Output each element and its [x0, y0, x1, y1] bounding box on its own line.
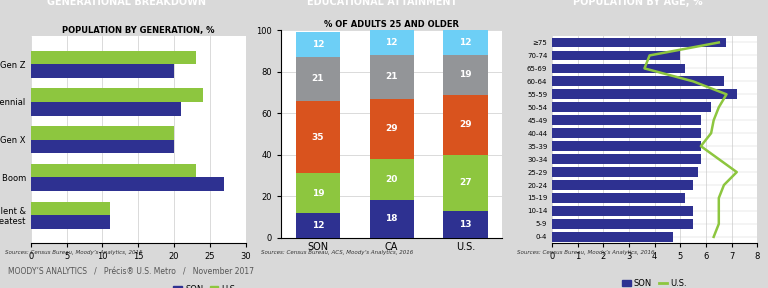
Bar — [552, 38, 727, 47]
Bar — [552, 103, 711, 112]
Bar — [31, 88, 203, 102]
Text: 29: 29 — [386, 124, 398, 133]
Text: POPULATION BY AGE, %: POPULATION BY AGE, % — [574, 0, 703, 7]
Bar — [369, 159, 414, 200]
Bar — [552, 219, 694, 229]
Text: 21: 21 — [312, 75, 324, 84]
Text: 27: 27 — [459, 178, 472, 187]
Text: 12: 12 — [312, 40, 324, 49]
Text: 35: 35 — [312, 132, 324, 141]
Bar — [31, 102, 181, 115]
Bar — [552, 193, 686, 203]
Bar — [552, 141, 701, 151]
Bar — [296, 57, 340, 101]
Text: Sources: Census Bureau, Moody’s Analytics, 2016: Sources: Census Bureau, Moody’s Analytic… — [517, 250, 654, 255]
Bar — [31, 140, 174, 153]
Bar — [552, 115, 701, 125]
Text: 29: 29 — [459, 120, 472, 129]
Bar — [552, 180, 694, 190]
Bar — [443, 94, 488, 155]
Bar — [369, 200, 414, 238]
Bar — [31, 177, 224, 191]
Bar — [552, 128, 701, 138]
Bar — [369, 99, 414, 159]
Text: 18: 18 — [386, 215, 398, 223]
Text: Sources: Census Bureau, Moody’s Analytics, 2015: Sources: Census Bureau, Moody’s Analytic… — [5, 250, 143, 255]
Bar — [31, 64, 174, 78]
Bar — [31, 126, 174, 140]
Text: MOODY’S ANALYTICS   /   Précis® U.S. Metro   /   November 2017: MOODY’S ANALYTICS / Précis® U.S. Metro /… — [8, 268, 253, 277]
Text: 13: 13 — [459, 220, 472, 229]
Text: EDUCATIONAL ATTAINMENT: EDUCATIONAL ATTAINMENT — [307, 0, 458, 7]
Bar — [31, 51, 196, 64]
Text: 19: 19 — [312, 189, 324, 198]
Bar — [31, 215, 110, 229]
Bar — [552, 154, 701, 164]
Legend: SON, U.S.: SON, U.S. — [619, 275, 690, 288]
Text: Sources: Census Bureau, ACS, Moody’s Analytics, 2016: Sources: Census Bureau, ACS, Moody’s Ana… — [261, 250, 413, 255]
Bar — [443, 211, 488, 238]
Bar — [369, 30, 414, 55]
Text: GENERATIONAL BREAKDOWN: GENERATIONAL BREAKDOWN — [47, 0, 207, 7]
Bar — [552, 167, 698, 177]
Bar — [552, 232, 673, 242]
Text: 19: 19 — [459, 70, 472, 79]
Bar — [31, 202, 110, 215]
Bar — [296, 101, 340, 173]
Title: POPULATION BY GENERATION, %: POPULATION BY GENERATION, % — [62, 26, 214, 35]
Text: 12: 12 — [386, 38, 398, 47]
Bar — [296, 32, 340, 57]
Text: 12: 12 — [459, 38, 472, 47]
Title: % OF ADULTS 25 AND OLDER: % OF ADULTS 25 AND OLDER — [324, 20, 459, 29]
Bar — [552, 90, 737, 99]
Bar — [552, 77, 724, 86]
Text: 21: 21 — [386, 72, 398, 82]
Text: 12: 12 — [312, 221, 324, 230]
Bar — [296, 173, 340, 213]
Bar — [443, 30, 488, 55]
Bar — [552, 206, 694, 216]
Bar — [443, 55, 488, 94]
Bar — [443, 155, 488, 211]
Bar — [369, 55, 414, 99]
Text: 20: 20 — [386, 175, 398, 184]
Bar — [296, 213, 340, 238]
Bar — [552, 51, 680, 60]
Legend: SON, U.S.: SON, U.S. — [170, 282, 242, 288]
Bar — [552, 64, 686, 73]
Bar — [31, 164, 196, 177]
